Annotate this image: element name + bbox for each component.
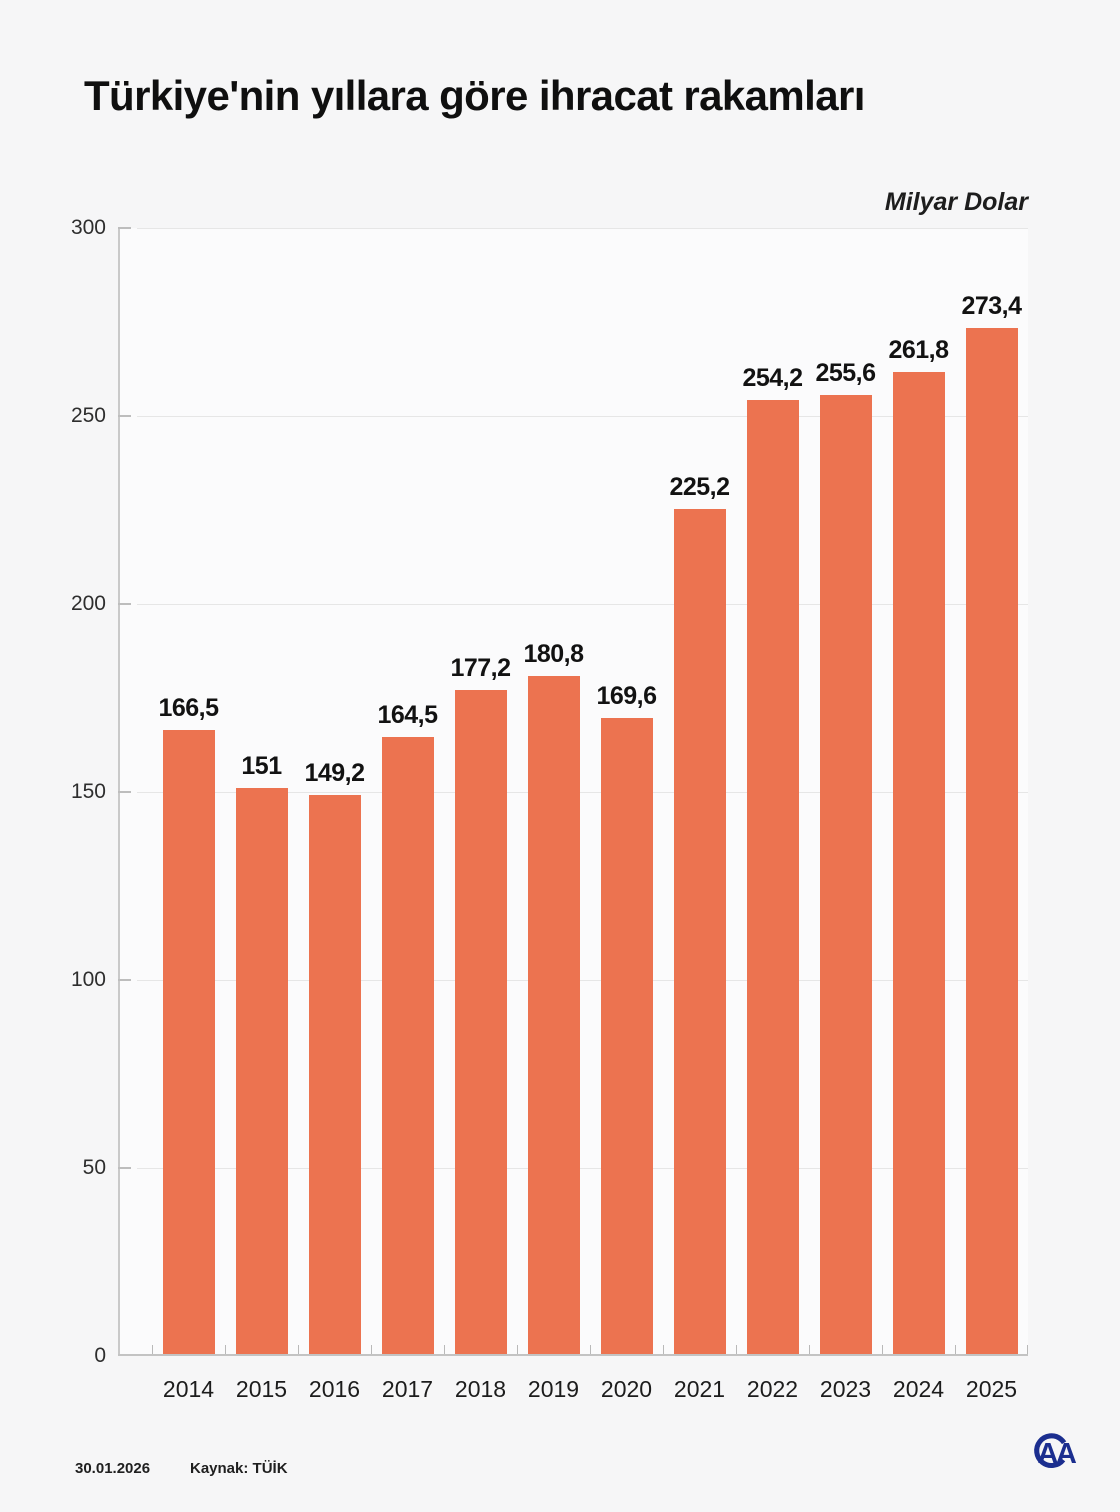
- x-axis-label-2021: 2021: [673, 1376, 726, 1402]
- bar-2020: [600, 718, 653, 1356]
- y-tick-50: [118, 1167, 131, 1169]
- x-axis-label-2022: 2022: [746, 1376, 799, 1402]
- x-axis-labels: 2014 2015 2016 2017 2018 2019 2020 2021 2022 2023…: [118, 1376, 1028, 1403]
- bar-2025: [965, 328, 1018, 1356]
- bar-value-label-2017: 164,5: [377, 701, 438, 729]
- chart-title: Türkiye'nin yıllara göre ihracat rakamla…: [84, 72, 865, 119]
- bar-value-label-2025: 273,4: [961, 292, 1022, 320]
- bar-2024: [892, 372, 945, 1356]
- y-tick-200: [118, 603, 131, 605]
- x-axis-label-2015: 2015: [235, 1376, 288, 1402]
- y-tick-100: [118, 979, 131, 981]
- x-axis-label-2017: 2017: [381, 1376, 434, 1402]
- y-axis-label-50: 50: [82, 1156, 106, 1179]
- bar-value-label-2022: 254,2: [742, 364, 803, 392]
- bar-value-label-2018: 177,2: [450, 654, 511, 682]
- footer-date: 30.01.2026: [75, 1460, 151, 1477]
- x-axis-line: [118, 1354, 1028, 1356]
- gridline-200: [137, 603, 1028, 605]
- y-axis-label-200: 200: [70, 592, 106, 615]
- bar-slot-2015: 151: [225, 228, 298, 1356]
- footer-source: Kaynak: TÜİK: [190, 1460, 288, 1477]
- bar-value-label-2020: 169,6: [596, 682, 657, 710]
- bar-value-label-2016: 149,2: [304, 759, 365, 787]
- bar-slot-2016: 149,2: [298, 228, 371, 1356]
- bar-slot-2017: 164,5: [371, 228, 444, 1356]
- x-axis-label-2018: 2018: [454, 1376, 507, 1402]
- bar-slot-2024: 261,8: [882, 228, 955, 1356]
- y-axis-label-300: 300: [70, 216, 106, 239]
- bar-2014: [162, 730, 215, 1356]
- x-axis-label-2014: 2014: [162, 1376, 215, 1402]
- bar-value-label-2015: 151: [241, 752, 282, 780]
- bar-2023: [819, 395, 872, 1356]
- gridline-100: [137, 979, 1028, 981]
- unit-label: Milyar Dolar: [884, 188, 1028, 216]
- aa-logo: AA: [1034, 1433, 1079, 1470]
- x-axis-label-2020: 2020: [600, 1376, 653, 1402]
- bar-2016: [308, 795, 361, 1356]
- x-axis-label-2025: 2025: [965, 1376, 1018, 1402]
- y-tick-150: [118, 791, 131, 793]
- gridline-250: [137, 415, 1028, 417]
- bar-2019: [527, 676, 580, 1356]
- y-axis-label-100: 100: [70, 968, 106, 991]
- y-axis-label-0: 0: [94, 1344, 106, 1367]
- bar-value-label-2021: 225,2: [669, 473, 730, 501]
- y-tick-300: [118, 227, 131, 229]
- x-axis-label-2023: 2023: [819, 1376, 872, 1402]
- bar-slot-2019: 180,8: [517, 228, 590, 1356]
- plot-area: 0 50 100 150 200 250 300 166,5 151 149,2 164,5 177…: [0, 216, 1120, 1402]
- gridline-50: [137, 1167, 1028, 1169]
- y-axis-label-250: 250: [70, 404, 106, 427]
- bar-2017: [381, 737, 434, 1356]
- bar-slot-2021: 225,2: [663, 228, 736, 1356]
- bar-slot-2020: 169,6: [590, 228, 663, 1356]
- y-axis-label-150: 150: [70, 780, 106, 803]
- x-axis-label-2019: 2019: [527, 1376, 580, 1402]
- gridline-300: [137, 227, 1028, 229]
- bar-slot-2025: 273,4: [955, 228, 1028, 1356]
- bars-row: 166,5 151 149,2 164,5 177,2 180,8 169,6 225,2 25…: [118, 228, 1028, 1356]
- svg-text:AA: AA: [1037, 1438, 1077, 1470]
- bar-slot-2023: 255,6: [809, 228, 882, 1356]
- bar-2015: [235, 788, 288, 1356]
- bar-slot-2018: 177,2: [444, 228, 517, 1356]
- bar-2021: [673, 509, 726, 1356]
- x-axis-label-2016: 2016: [308, 1376, 361, 1402]
- bar-value-label-2014: 166,5: [158, 694, 219, 722]
- bar-slot-2022: 254,2: [736, 228, 809, 1356]
- bar-slot-2014: 166,5: [152, 228, 225, 1356]
- bar-2018: [454, 690, 507, 1356]
- bar-2022: [746, 400, 799, 1356]
- gridline-150: [137, 791, 1028, 793]
- y-tick-250: [118, 415, 131, 417]
- bar-value-label-2024: 261,8: [888, 336, 949, 364]
- bar-value-label-2023: 255,6: [815, 359, 876, 387]
- bar-value-label-2019: 180,8: [523, 640, 584, 668]
- x-axis-label-2024: 2024: [892, 1376, 945, 1402]
